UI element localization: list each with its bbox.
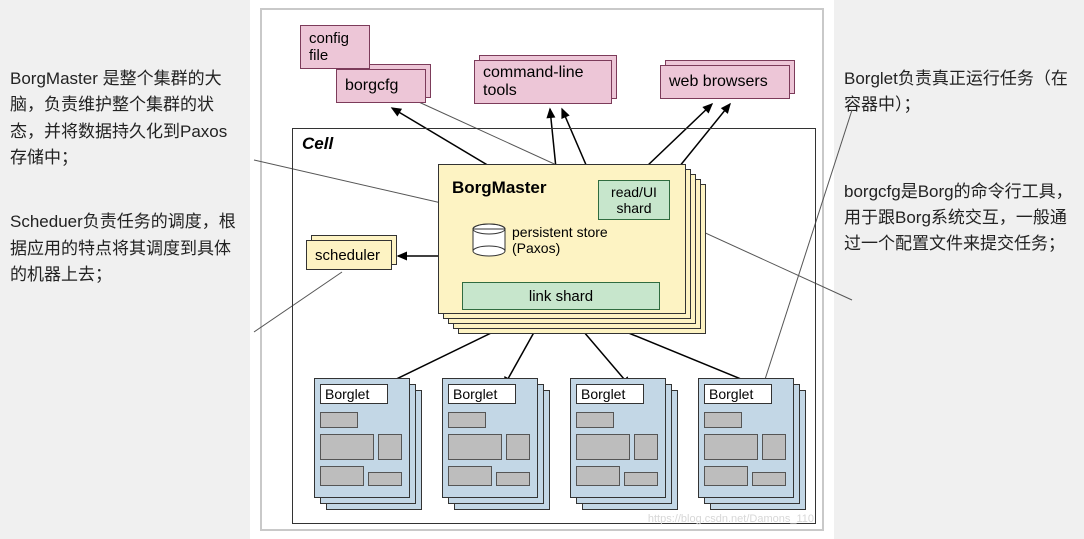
borglet-1-block-3 (448, 466, 492, 486)
cell-label: Cell (302, 134, 333, 154)
borglet-1-block-0 (448, 412, 486, 428)
borglet-3-block-0 (704, 412, 742, 428)
persistent-cylinder-icon (472, 224, 506, 252)
borglet-0-label: Borglet (320, 384, 388, 404)
borglet-3-block-3 (704, 466, 748, 486)
note-borglet: Borglet负责真正运行任务（在容器中）； (844, 66, 1074, 119)
borglet-2-block-2 (634, 434, 658, 460)
borglet-2-block-4 (624, 472, 658, 486)
page-root: BorgMaster 是整个集群的大脑，负责维护整个集群的状态，并将数据持久化到… (0, 0, 1084, 539)
readui-box: read/UIshard (598, 180, 670, 220)
cmdline-box: command-linetools (474, 60, 612, 104)
note-borglet-text: Borglet负责真正运行任务（在容器中）； (844, 69, 1068, 114)
borglet-0-block-4 (368, 472, 402, 486)
borglet-1-label: Borglet (448, 384, 516, 404)
borgcfg-box: borgcfg (336, 69, 426, 103)
note-borgmaster-text: BorgMaster 是整个集群的大脑，负责维护整个集群的状态，并将数据持久化到… (10, 69, 227, 167)
left-annotation-col: BorgMaster 是整个集群的大脑，负责维护整个集群的状态，并将数据持久化到… (0, 0, 250, 539)
borglet-3-label: Borglet (704, 384, 772, 404)
diagram-area: configfileborgcfg command-linetools web br… (250, 0, 834, 539)
note-borgmaster: BorgMaster 是整个集群的大脑，负责维护整个集群的状态，并将数据持久化到… (10, 66, 240, 171)
borglet-3-block-2 (762, 434, 786, 460)
diagram-frame: configfileborgcfg command-linetools web br… (260, 8, 824, 531)
borglet-2-block-1 (576, 434, 630, 460)
persistent-label: persistent store(Paxos) (512, 224, 608, 256)
borgmaster-label: BorgMaster (452, 178, 546, 198)
borglet-3-block-1 (704, 434, 758, 460)
borglet-0-block-2 (378, 434, 402, 460)
note-scheduler-text: Scheduer负责任务的调度，根据应用的特点将其调度到具体的机器上去； (10, 212, 236, 284)
borglet-2-block-3 (576, 466, 620, 486)
borglet-1-block-1 (448, 434, 502, 460)
scheduler-box: scheduler (306, 240, 392, 270)
borglet-0-block-1 (320, 434, 374, 460)
borglet-2-block-0 (576, 412, 614, 428)
borglet-2-label: Borglet (576, 384, 644, 404)
webbrowsers-box: web browsers (660, 65, 790, 99)
borglet-3-block-4 (752, 472, 786, 486)
watermark: https://blog.csdn.net/Damons_110 (648, 513, 814, 525)
config-file-box: configfile (300, 25, 370, 69)
borglet-0-block-0 (320, 412, 358, 428)
borglet-0-block-3 (320, 466, 364, 486)
note-borgcfg: borgcfg是Borg的命令行工具，用于跟Borg系统交互，一般通过一个配置文… (844, 179, 1074, 258)
borglet-1-block-4 (496, 472, 530, 486)
note-borgcfg-text: borgcfg是Borg的命令行工具，用于跟Borg系统交互，一般通过一个配置文… (844, 182, 1073, 254)
right-annotation-col: Borglet负责真正运行任务（在容器中）； borgcfg是Borg的命令行工… (834, 0, 1084, 539)
borglet-1-block-2 (506, 434, 530, 460)
note-scheduler: Scheduer负责任务的调度，根据应用的特点将其调度到具体的机器上去； (10, 209, 240, 288)
linkshard-box: link shard (462, 282, 660, 310)
